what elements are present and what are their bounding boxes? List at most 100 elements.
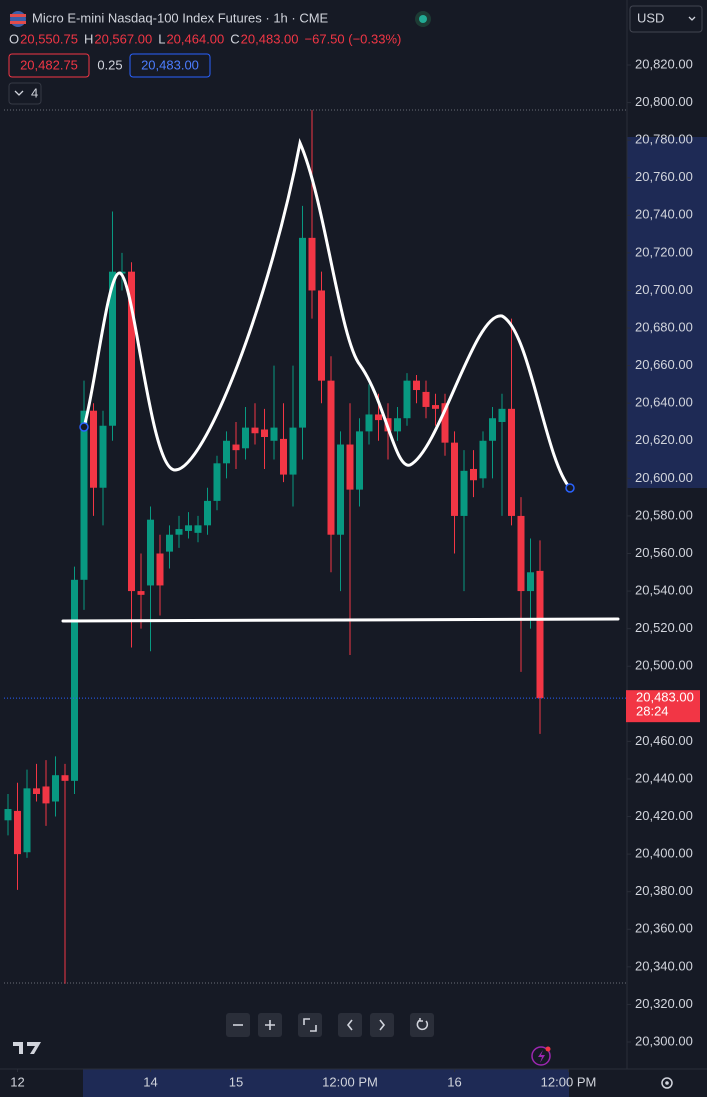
candle-body xyxy=(327,380,335,535)
y-tick-label: 20,360.00 xyxy=(635,921,693,936)
candle-body xyxy=(185,525,192,531)
y-tick-label: 20,300.00 xyxy=(635,1033,693,1048)
candle-body xyxy=(508,408,515,516)
indicators-toggle[interactable] xyxy=(8,82,42,105)
currency-button[interactable] xyxy=(629,5,703,33)
candle-body xyxy=(365,414,373,432)
x-tick-label: 14 xyxy=(143,1074,157,1089)
candle-body xyxy=(413,380,420,391)
x-tick-label: 16 xyxy=(447,1074,461,1089)
icon xyxy=(416,1018,429,1031)
y-tick-label: 20,520.00 xyxy=(635,620,693,635)
settings-icon xyxy=(665,1081,669,1085)
reset-scale-button[interactable] xyxy=(298,1013,322,1037)
candle-body xyxy=(346,444,354,490)
candle-body xyxy=(403,380,411,419)
candle-body xyxy=(109,271,116,426)
candle-body xyxy=(33,788,40,794)
candle-body xyxy=(432,405,439,409)
candle-body xyxy=(80,410,88,580)
x-tick-label: 15 xyxy=(229,1074,243,1089)
y-tick-label: 20,560.00 xyxy=(635,545,693,560)
indicator-count[interactable]: 4 xyxy=(31,85,38,100)
change: −67.50 (−0.33%) xyxy=(305,31,402,46)
icon xyxy=(538,1050,545,1063)
candle-body xyxy=(299,237,306,428)
candle-body xyxy=(489,418,496,441)
time-range-highlight xyxy=(83,1069,569,1097)
scroll-right-button[interactable] xyxy=(370,1013,394,1037)
flag-icon xyxy=(10,11,26,27)
y-tick-label: 20,600.00 xyxy=(635,470,693,485)
y-tick-label: 20,700.00 xyxy=(635,282,693,297)
y-tick-label: 20,380.00 xyxy=(635,883,693,898)
drawing-neckline[interactable] xyxy=(61,617,620,623)
ohlc-value: 20,483.00 xyxy=(241,31,299,46)
y-tick-label: 20,400.00 xyxy=(635,846,693,861)
candle-body xyxy=(223,440,230,464)
drawing-handle[interactable] xyxy=(565,483,575,493)
candle-body xyxy=(536,570,544,699)
settings-icon[interactable] xyxy=(661,1077,673,1089)
ohlc-legend: O 20,550.75 H 20,567.00 L 20,464.00 C 20,483.00… xyxy=(9,31,401,46)
candle-body xyxy=(375,414,382,421)
scroll-left-button[interactable] xyxy=(338,1013,362,1037)
candle-body xyxy=(394,418,401,432)
candle-body xyxy=(498,408,506,422)
candle-body xyxy=(118,271,126,274)
x-tick-label: 12:00 PM xyxy=(322,1074,378,1089)
chart-title: Micro E-mini Nasdaq-100 Index Futures · … xyxy=(32,10,329,25)
icon xyxy=(303,1018,317,1032)
icon xyxy=(265,1020,275,1030)
spread: 0.25 xyxy=(97,57,122,72)
candle-body xyxy=(166,534,173,552)
notification-dot xyxy=(545,1046,551,1052)
toggle-arrow xyxy=(14,90,24,96)
candle-body xyxy=(261,429,268,438)
candle-body xyxy=(451,442,458,516)
candle-body xyxy=(232,444,240,451)
drawing-handle[interactable] xyxy=(79,422,89,432)
candle-body xyxy=(71,579,78,781)
reset-chart-button[interactable] xyxy=(410,1013,434,1037)
ohlc-key: L xyxy=(158,31,165,46)
zoom-toolbar xyxy=(226,1013,434,1037)
candle-body xyxy=(527,572,534,592)
ask-price[interactable]: 20,483.00 xyxy=(141,57,199,72)
candle-body xyxy=(289,427,297,475)
candle-body xyxy=(479,440,487,479)
y-tick-label: 20,680.00 xyxy=(635,319,693,334)
ohlc-key: C xyxy=(230,31,239,46)
candle-body xyxy=(441,403,449,443)
bid-price[interactable]: 20,482.75 xyxy=(20,57,78,72)
candle-body xyxy=(42,786,50,804)
flag-icon xyxy=(10,14,26,17)
flag-icon xyxy=(10,21,26,24)
ohlc-value: 20,464.00 xyxy=(166,31,224,46)
drawing-curve[interactable] xyxy=(82,137,572,490)
icon xyxy=(379,1019,386,1031)
candle-body xyxy=(280,438,287,475)
icon xyxy=(346,1019,353,1031)
candle-body xyxy=(356,431,363,490)
candle-body xyxy=(270,427,278,441)
candle-body xyxy=(251,427,259,434)
x-tick-label: 12 xyxy=(10,1074,24,1089)
last-price-tag xyxy=(626,690,700,723)
ask-box[interactable] xyxy=(129,53,211,78)
y-tick-label: 20,340.00 xyxy=(635,958,693,973)
bid-box[interactable] xyxy=(8,53,90,78)
candle-body xyxy=(242,427,249,449)
currency-label[interactable]: USD xyxy=(637,10,664,25)
candle-body xyxy=(422,391,430,407)
candle-body xyxy=(14,810,21,855)
y-tick-label: 20,500.00 xyxy=(635,658,693,673)
alert-icon[interactable] xyxy=(531,1046,551,1066)
y-tick-label: 20,720.00 xyxy=(635,244,693,259)
candle-body xyxy=(460,470,468,516)
candle-body xyxy=(318,290,325,381)
price-range-highlight xyxy=(627,137,707,488)
y-tick-label: 20,440.00 xyxy=(635,770,693,785)
